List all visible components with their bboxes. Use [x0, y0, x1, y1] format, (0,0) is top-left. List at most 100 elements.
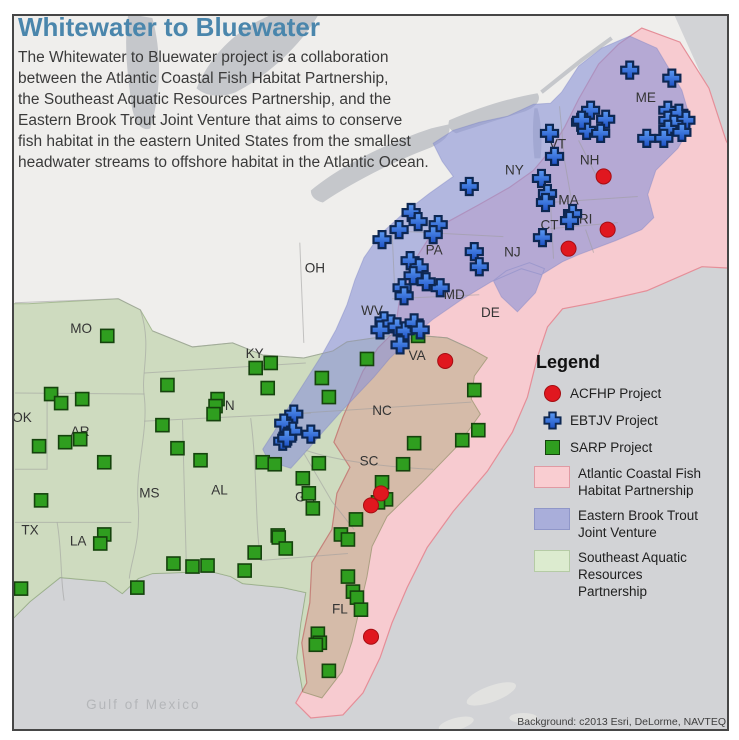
state-label-ok: OK — [14, 410, 32, 425]
gulf-of-mexico-label: Gulf of Mexico — [86, 697, 200, 712]
state-label-oh: OH — [305, 261, 325, 276]
sarp-marker — [466, 382, 482, 398]
sarp-marker — [348, 512, 364, 527]
ebtjv-marker — [637, 128, 657, 148]
state-label-al: AL — [211, 482, 228, 497]
sarp-marker — [305, 501, 321, 516]
acfhp-marker — [599, 221, 616, 238]
acfhp-marker — [595, 168, 612, 185]
sarp-marker — [92, 536, 108, 551]
sarp-marker — [206, 406, 221, 422]
sarp-marker — [321, 663, 337, 679]
ebtjv-marker — [370, 320, 390, 340]
sarp-project-markers — [14, 328, 486, 679]
legend-item-label: EBTJV Project — [570, 413, 658, 428]
sarp-marker — [255, 454, 271, 470]
acfhp-marker — [373, 485, 390, 502]
legend-item-acfhp: ACFHP Project — [534, 385, 734, 402]
ebtjv-marker — [372, 230, 392, 250]
state-label-va: VA — [409, 348, 426, 363]
state-label-mo: MO — [70, 321, 92, 336]
state-label-nc: NC — [372, 403, 392, 418]
sarp-marker — [155, 417, 170, 433]
map-attribution: Background: c2013 Esri, DeLorme, NAVTEQ — [517, 716, 726, 728]
state-label-ny: NY — [505, 162, 524, 177]
sarp-square-icon — [544, 440, 560, 455]
ebtjv-marker — [301, 424, 321, 444]
sarp-marker — [14, 581, 29, 596]
state-label-nh: NH — [580, 152, 600, 167]
acfhp-marker — [560, 240, 577, 257]
acfhp-marker — [362, 628, 380, 645]
state-label-tx: TX — [21, 522, 38, 537]
ebtjv-marker — [539, 123, 560, 143]
sarp-marker — [200, 558, 215, 573]
ebtjv-marker — [672, 122, 692, 142]
state-label-nj: NJ — [504, 245, 521, 260]
state-label-pa: PA — [426, 243, 443, 258]
ebtjv-marker — [410, 320, 430, 340]
sarp-marker — [311, 455, 327, 471]
ebtjv-marker — [389, 219, 409, 240]
sarp-marker — [33, 493, 49, 508]
acfhp-project-markers — [362, 168, 616, 645]
bahamas-shoals — [438, 682, 538, 729]
sarp-marker — [160, 377, 175, 393]
state-label-ky: KY — [246, 346, 264, 361]
legend-area-acfhp: Atlantic Coastal Fish Habitat Partnershi… — [534, 465, 734, 499]
sarp-marker — [349, 590, 365, 605]
ebtjv-marker — [535, 192, 556, 213]
ebtjv-marker — [654, 128, 674, 148]
sarp-marker — [57, 434, 73, 450]
sarp-marker — [340, 532, 356, 547]
sarp-marker — [321, 389, 337, 405]
legend-area-label: Atlantic Coastal Fish Habitat Partnershi… — [578, 466, 702, 498]
sarp-marker — [263, 355, 279, 371]
sarp-marker — [260, 380, 276, 396]
ebtjv-marker — [423, 224, 443, 245]
legend-area-label: Eastern Brook Trout Joint Venture — [578, 508, 699, 540]
sarp-marker — [72, 431, 88, 447]
state-label-me: ME — [636, 90, 656, 105]
sarp-marker — [340, 569, 356, 584]
sarp-marker — [308, 637, 324, 653]
page-description: The Whitewater to Bluewater project is a… — [18, 49, 429, 171]
ebtjv-marker — [390, 335, 410, 355]
ebtjv-marker — [591, 123, 611, 143]
page-title: Whitewater to Bluewater — [18, 12, 320, 42]
sarp-marker — [278, 541, 294, 556]
ebtjv-marker — [559, 210, 580, 231]
state-label-fl: FL — [332, 602, 348, 617]
legend-title: Legend — [536, 352, 601, 372]
legend-item-label: ACFHP Project — [570, 386, 662, 401]
sarp-marker — [295, 470, 311, 486]
ebtjv-marker — [544, 146, 565, 167]
ebtjv-cross-icon — [542, 411, 562, 430]
ebtjv-marker — [532, 227, 553, 248]
acfhp-circle-icon — [543, 385, 561, 402]
sarp-marker — [74, 391, 90, 407]
ebtjv-marker — [596, 109, 616, 129]
ebtjv-marker — [408, 211, 428, 232]
legend-area-ebtjv: Eastern Brook Trout Joint Venture — [534, 507, 734, 541]
sarp-marker — [99, 328, 115, 344]
sarp-marker — [301, 486, 317, 501]
sarp-marker — [247, 545, 262, 560]
ebtjv-area-swatch — [534, 508, 570, 530]
ebtjv-marker — [662, 68, 682, 88]
sarp-marker — [267, 456, 283, 472]
legend-item-sarp: SARP Project — [534, 439, 734, 456]
sarp-marker — [395, 456, 411, 472]
ebtjv-marker — [394, 286, 414, 306]
sarp-marker — [359, 351, 375, 367]
legend: Legend ACFHP Project EBTJV Project SARP … — [534, 352, 734, 608]
sarp-marker — [470, 422, 486, 438]
sarp-marker — [353, 602, 369, 617]
sarp-marker — [31, 438, 47, 454]
sarp-marker — [406, 435, 422, 451]
ebtjv-marker — [459, 176, 479, 197]
state-label-ms: MS — [139, 485, 159, 500]
ebtjv-project-markers — [273, 60, 696, 451]
sarp-marker — [248, 360, 263, 376]
